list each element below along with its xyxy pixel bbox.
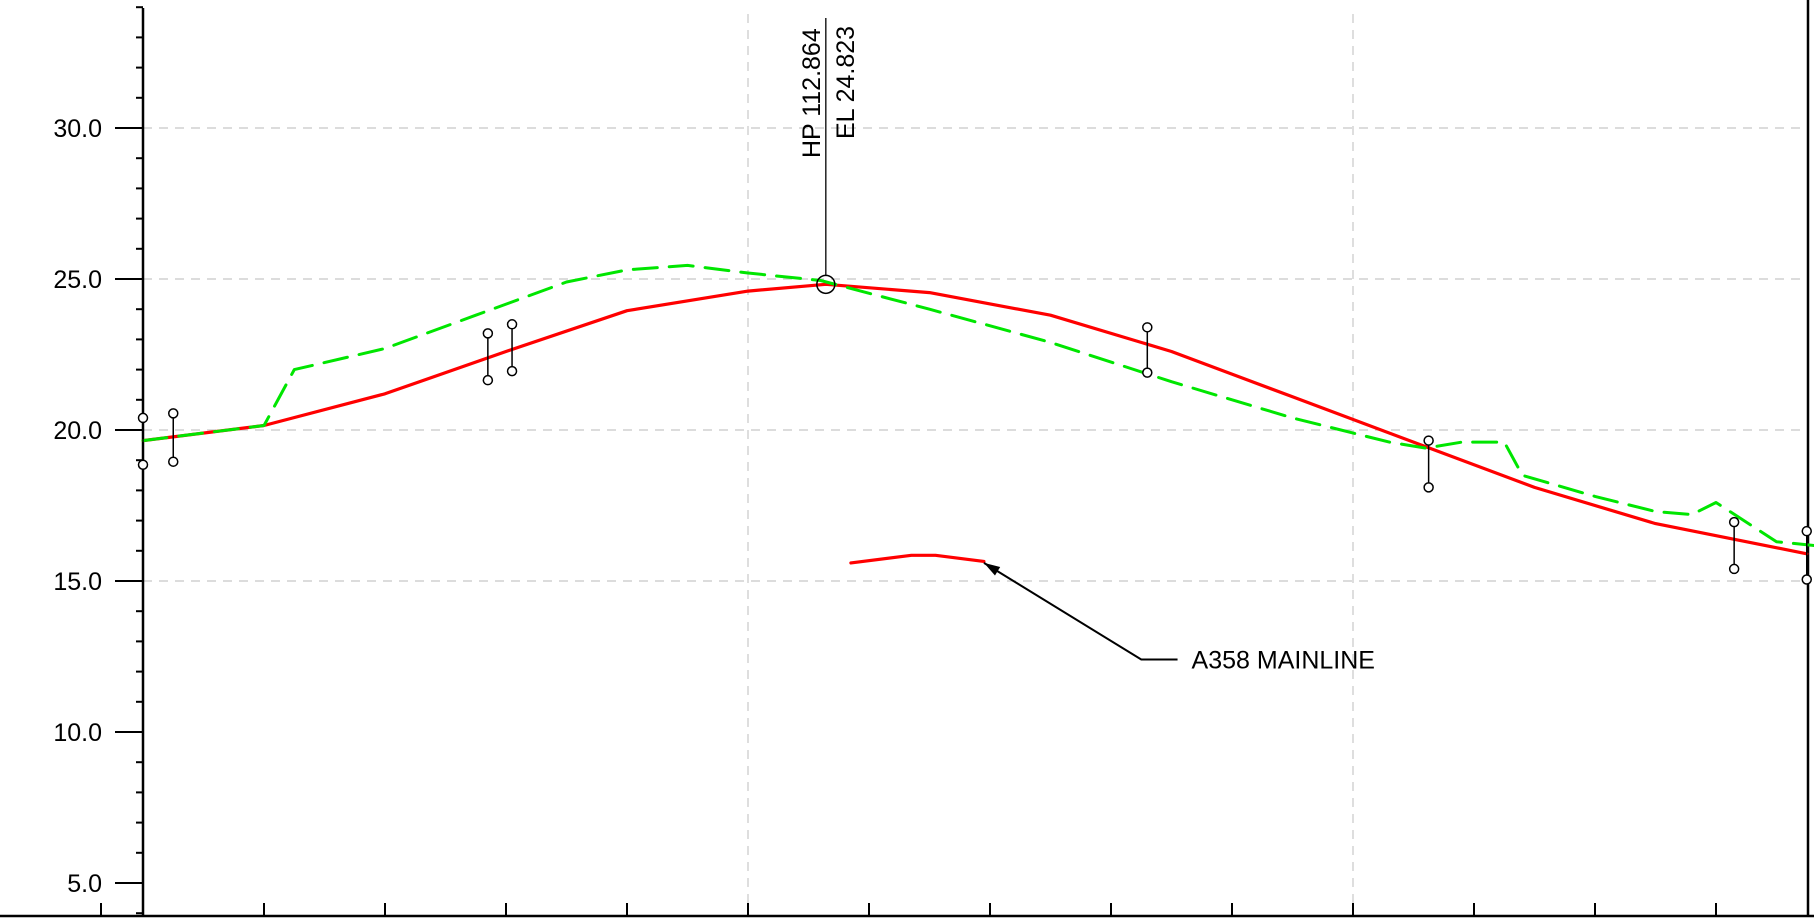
y-tick-label: 25.0 (53, 266, 102, 294)
y-tick-label: 5.0 (67, 870, 102, 898)
high-point-station-label: HP 112.864 (798, 28, 826, 158)
level-marker (137, 412, 149, 470)
y-tick-label: 20.0 (53, 417, 102, 445)
design-profile-line (141, 282, 1809, 556)
high-point-circle (816, 274, 836, 295)
grid-layer (143, 14, 1808, 916)
level-marker-bottom-circle (137, 459, 149, 470)
level-marker-top-circle (482, 328, 494, 339)
level-marker (482, 328, 494, 386)
level-marker (506, 319, 518, 377)
level-marker-bottom-circle (506, 365, 518, 377)
level-marker-top-circle (168, 408, 179, 419)
y-tick-label: 10.0 (53, 719, 102, 747)
level-marker-bottom-circle (1728, 563, 1740, 575)
series-layer (141, 263, 1814, 565)
y-tick-label: 30.0 (53, 115, 102, 143)
level-marker (1142, 322, 1153, 378)
annotation-layer: HP 112.864 EL 24.823 A358 MAINLINE (798, 18, 1375, 675)
level-marker (168, 408, 179, 467)
level-marker-top-circle (1728, 516, 1740, 528)
level-marker-top-circle (1423, 435, 1434, 446)
level-marker-top-circle (137, 412, 149, 424)
level-marker-bottom-circle (482, 374, 494, 386)
level-marker (1728, 516, 1740, 575)
level-marker-bottom-circle (168, 456, 179, 467)
level-marker-bottom-circle (1801, 574, 1812, 585)
level-marker-bottom-circle (1142, 367, 1153, 378)
level-marker-top-circle (1142, 322, 1153, 333)
level-marker-bottom-circle (1423, 482, 1434, 493)
level-marker-top-circle (506, 319, 518, 330)
callout-label: A358 MAINLINE (1192, 647, 1375, 675)
level-marker (1423, 435, 1434, 493)
y-tick-label: 15.0 (53, 568, 102, 596)
callout-leader (983, 562, 1178, 661)
level-marker-top-circle (1801, 525, 1812, 537)
marker-layer (137, 319, 1812, 585)
level-marker (1801, 525, 1812, 585)
design-profile-line (849, 553, 986, 565)
callout-arrowhead (983, 562, 1001, 576)
high-point-elevation-label: EL 24.823 (832, 26, 860, 139)
existing-ground-line (141, 263, 1814, 547)
